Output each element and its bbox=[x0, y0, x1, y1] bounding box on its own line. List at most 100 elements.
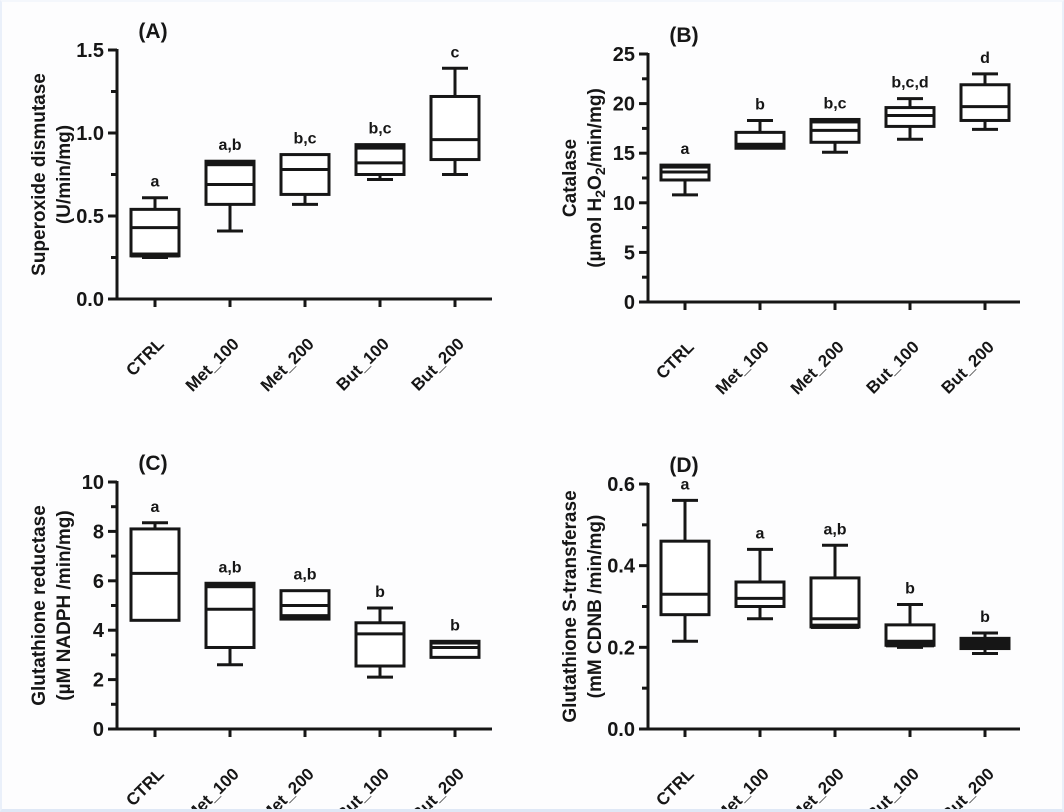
y-tick-label: 0.5 bbox=[76, 206, 104, 228]
y-tick-label: 0 bbox=[624, 292, 635, 314]
significance-letters: a,b bbox=[218, 559, 241, 576]
significance-letters: b bbox=[755, 96, 765, 113]
panel-label: (A) bbox=[138, 20, 167, 43]
panel-a-superoxide-dismutase: 0.0 0.5 1.0 1.5 (A) Superoxide dismutase (U/mi… bbox=[2, 2, 534, 408]
significance-letters: a,b bbox=[293, 567, 316, 584]
panel-plot-svg: 0.0 0.5 1.0 1.5 (A) Superoxide dismutase (U/mi… bbox=[29, 20, 492, 395]
box-iqr bbox=[279, 153, 331, 196]
significance-letters: a bbox=[681, 141, 690, 158]
y-axis-title-line2: (U/min/mg) bbox=[54, 125, 75, 224]
y-tick-label: 0.0 bbox=[76, 289, 104, 311]
y-tick-label: 0.2 bbox=[607, 637, 635, 659]
panel-d-glutathione-s-transferase: 0.0 0.2 0.4 0.6 (D) Glutathione S-transferase… bbox=[532, 406, 1062, 812]
box-iqr bbox=[204, 159, 256, 206]
y-tick-label: 20 bbox=[613, 94, 635, 116]
y-axis-title-line2: (µmol H2O2/min/mg) bbox=[585, 88, 608, 268]
y-tick-label: 10 bbox=[82, 472, 104, 494]
x-category-label: But_100 bbox=[863, 764, 923, 812]
y-tick-label: 5 bbox=[624, 242, 635, 264]
x-category-label: But_100 bbox=[863, 337, 923, 397]
significance-letters: a,b bbox=[218, 137, 241, 154]
y-axis-title-line1: Superoxide dismutase bbox=[29, 73, 50, 276]
significance-letters: b bbox=[980, 609, 990, 626]
significance-letters: b bbox=[905, 580, 915, 597]
y-tick-label: 1.5 bbox=[76, 40, 104, 62]
x-category-label: But_200 bbox=[408, 334, 468, 394]
panel-plot-svg: 0 2 4 6 8 10 (C) Glutathione reductase (µM NADPH… bbox=[29, 452, 492, 812]
x-category-label: CTRL bbox=[122, 764, 167, 809]
box-dense-band bbox=[131, 252, 179, 258]
box-iqr bbox=[354, 621, 406, 668]
panel-plot-svg: 0.0 0.2 0.4 0.6 (D) Glutathione S-transferase… bbox=[560, 454, 1020, 812]
y-axis-title-line2: (mM CDNB /min/mg) bbox=[585, 515, 606, 699]
box-iqr bbox=[204, 581, 256, 649]
box-dense-band bbox=[206, 582, 254, 589]
significance-letters: b,c bbox=[823, 95, 846, 112]
significance-letters: a bbox=[756, 525, 765, 542]
y-axis-title-line1: Glutathione reductase bbox=[29, 505, 50, 706]
y-tick-label: 25 bbox=[613, 44, 635, 66]
x-category-label: Met_200 bbox=[787, 764, 848, 812]
box-dense-band bbox=[886, 640, 934, 648]
box-dense-band bbox=[736, 144, 784, 149]
box-dense-band bbox=[281, 614, 329, 620]
significance-letters: a bbox=[681, 476, 690, 493]
significance-letters: c bbox=[451, 44, 460, 61]
significance-letters: a,b bbox=[823, 521, 846, 538]
box-iqr bbox=[429, 94, 481, 162]
x-category-label: Met_100 bbox=[182, 764, 243, 812]
y-tick-label: 0 bbox=[93, 719, 104, 741]
x-category-label: Met_100 bbox=[712, 764, 773, 812]
box-dense-band bbox=[811, 119, 859, 124]
box-iqr bbox=[659, 539, 711, 617]
box-dense-band bbox=[206, 161, 254, 167]
x-category-label: But_100 bbox=[333, 764, 393, 812]
y-tick-label: 4 bbox=[93, 620, 105, 642]
y-tick-label: 0.4 bbox=[607, 556, 636, 578]
panel-plot-svg: 0 5 10 15 20 25 (B) Catalase(µmol H2O2/min/mg) C… bbox=[560, 24, 1020, 398]
significance-letters: b,c bbox=[293, 131, 316, 148]
panel-c-glutathione-reductase: 0 2 4 6 8 10 (C) Glutathione reductase (µM NADPH… bbox=[2, 406, 534, 812]
x-category-label: But_200 bbox=[938, 337, 998, 397]
y-axis-title-line1: Catalase bbox=[560, 139, 581, 217]
panel-b-catalase: 0 5 10 15 20 25 (B) Catalase (µmol H2O2/min/mg) C… bbox=[532, 2, 1062, 408]
x-category-label: Met_100 bbox=[182, 334, 243, 395]
panel-label: (B) bbox=[669, 24, 698, 47]
box-iqr bbox=[959, 83, 1011, 122]
x-category-label: But_200 bbox=[938, 764, 998, 812]
significance-letters: a bbox=[151, 499, 160, 516]
box-iqr bbox=[129, 207, 181, 258]
box-dense-band bbox=[661, 164, 709, 169]
y-tick-label: 1.0 bbox=[76, 123, 104, 145]
x-category-label: Met_200 bbox=[257, 334, 318, 395]
y-tick-label: 0.6 bbox=[607, 474, 635, 496]
x-category-label: CTRL bbox=[652, 337, 697, 382]
y-tick-label: 2 bbox=[93, 670, 104, 692]
panel-label: (D) bbox=[669, 454, 698, 477]
x-category-label: Met_200 bbox=[257, 764, 318, 812]
y-tick-label: 15 bbox=[613, 143, 635, 165]
panel-label: (C) bbox=[138, 452, 167, 475]
box-dense-band bbox=[356, 144, 404, 150]
box-iqr bbox=[734, 580, 786, 608]
x-category-label: Met_200 bbox=[787, 337, 848, 398]
significance-letters: b bbox=[450, 617, 460, 634]
significance-letters: b bbox=[375, 584, 385, 601]
significance-letters: a bbox=[151, 174, 160, 191]
y-tick-label: 8 bbox=[93, 521, 104, 543]
y-tick-label: 10 bbox=[613, 193, 635, 215]
x-category-label: But_200 bbox=[408, 764, 468, 812]
y-tick-label: 6 bbox=[93, 571, 104, 593]
x-category-label: CTRL bbox=[652, 764, 697, 809]
y-axis-title-line1: Glutathione S-transferase bbox=[560, 490, 581, 722]
x-category-label: But_100 bbox=[333, 334, 393, 394]
x-category-label: CTRL bbox=[122, 334, 167, 379]
significance-letters: b,c bbox=[368, 121, 391, 138]
significance-letters: b,c,d bbox=[891, 75, 928, 92]
x-category-label: Met_100 bbox=[712, 337, 773, 398]
y-tick-label: 0.0 bbox=[607, 719, 635, 741]
box-dense-band bbox=[811, 623, 859, 629]
significance-letters: d bbox=[980, 50, 990, 67]
y-axis-title-line2: (µM NADPH /min/mg) bbox=[54, 510, 75, 700]
